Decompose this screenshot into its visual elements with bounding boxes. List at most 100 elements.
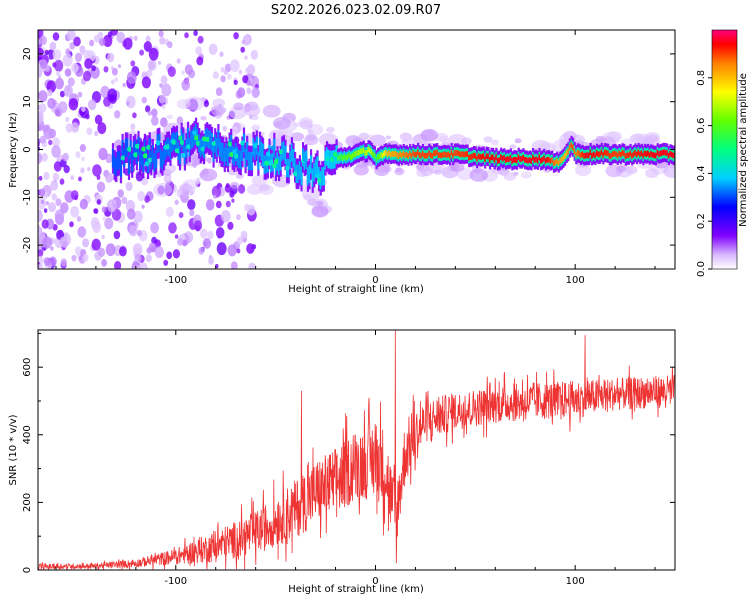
ridge-core (426, 152, 429, 159)
ridge-core (460, 151, 463, 158)
ridge-core (600, 149, 603, 156)
noise-blob (189, 209, 195, 217)
noise-blob (83, 49, 93, 61)
snr-series-line (38, 330, 675, 570)
ridge-speck (133, 152, 139, 158)
ridge-core (651, 152, 654, 158)
ridge-speck (325, 156, 330, 162)
ridge-core (343, 153, 346, 160)
ridge-middle (179, 145, 182, 165)
noise-blob (44, 49, 49, 56)
ridge-core (632, 151, 635, 158)
noise-blob (219, 51, 224, 57)
ridge-core (536, 157, 539, 164)
noise-blob (94, 34, 100, 43)
ridge-middle (257, 151, 260, 170)
ridge-middle (161, 151, 164, 170)
ridge-core (520, 156, 523, 162)
ridge-middle (134, 140, 137, 159)
snr-x-tick-label: -100 (164, 576, 187, 587)
noise-blob (70, 206, 80, 218)
ridge-core (586, 152, 589, 159)
ridge-speck (200, 146, 206, 152)
noise-blob (231, 198, 235, 203)
ridge-core (495, 154, 498, 161)
noise-blob (246, 79, 252, 86)
ridge-speck (278, 149, 284, 155)
ridge-core (370, 149, 373, 156)
noise-blob (114, 261, 122, 269)
ridge-middle (191, 129, 194, 148)
ridge-middle (262, 143, 265, 163)
ridge-speck (315, 173, 321, 179)
ridge-core (359, 148, 362, 155)
noise-blob (70, 190, 79, 200)
noise-blob (244, 203, 250, 212)
noise-blob (222, 125, 227, 132)
noise-blob (197, 35, 204, 44)
ridge-middle (209, 130, 212, 149)
halo-blob (218, 107, 227, 113)
spectrogram-xlabel: Height of straight line (km) (288, 284, 424, 295)
ridge-core (447, 151, 450, 158)
noise-blob (181, 70, 185, 75)
ridge-core (587, 152, 591, 159)
ridge-core (551, 157, 554, 163)
noise-blob (226, 73, 232, 80)
noise-blob (38, 209, 43, 223)
noise-blob (159, 36, 166, 45)
halo-blob (605, 164, 623, 178)
ridge-core (659, 150, 662, 157)
ridge-core (383, 150, 386, 157)
ridge-core (663, 149, 666, 156)
ridge-core (623, 150, 626, 157)
noise-blob (69, 42, 76, 50)
noise-blob (77, 226, 87, 238)
ridge-middle (322, 166, 325, 186)
ridge-core (369, 147, 372, 154)
halo-blob (251, 124, 260, 131)
ridge-middle (220, 142, 223, 161)
noise-blob (110, 30, 118, 36)
halo-blob (635, 137, 645, 144)
noise-blob (229, 59, 240, 73)
ridge-middle (212, 143, 215, 162)
noise-blob (216, 242, 227, 256)
ridge-middle (223, 147, 226, 166)
ridge-core (385, 149, 388, 156)
ridge-speck (174, 148, 180, 154)
noise-blob (211, 185, 222, 198)
ridge-middle (228, 138, 231, 157)
noise-blob (67, 30, 76, 41)
halo-blob (385, 135, 392, 140)
ridge-core (666, 150, 669, 156)
noise-blob (70, 175, 74, 180)
ridge-core (667, 152, 670, 159)
ridge-core (405, 151, 408, 158)
noise-blob (96, 199, 102, 205)
noise-blob (42, 137, 46, 143)
noise-blob (251, 87, 260, 98)
noise-blob (91, 65, 96, 72)
ridge-core (354, 150, 357, 157)
ridge-core (658, 151, 661, 157)
noise-blob (147, 110, 152, 116)
ridge-middle (333, 150, 337, 169)
ridge-core (599, 151, 602, 158)
noise-blob (145, 35, 151, 43)
halo-blob (299, 117, 313, 127)
snr-x-tick-label: 0 (372, 576, 378, 587)
halo-blob (394, 167, 405, 176)
noise-blob (52, 49, 62, 61)
noise-blob (43, 208, 48, 214)
ridge-core (381, 152, 385, 159)
ridge-core (437, 152, 440, 158)
noise-blob (163, 259, 169, 266)
ridge-core (540, 157, 543, 164)
y-tick-label: 0 (22, 146, 33, 152)
halo-blob (490, 139, 499, 146)
ridge-middle (278, 156, 281, 175)
ridge-middle (215, 138, 218, 157)
ridge-middle (163, 145, 166, 165)
